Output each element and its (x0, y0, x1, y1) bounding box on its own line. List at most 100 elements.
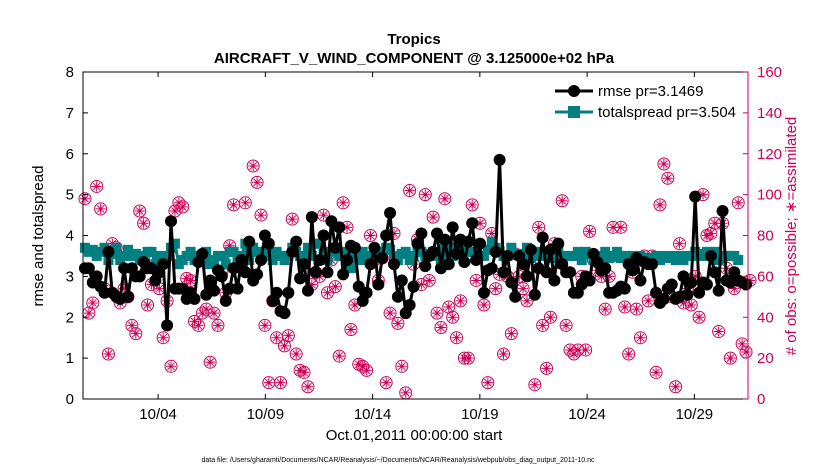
obs-assimilated-marker (396, 361, 407, 372)
rmse-point (90, 270, 103, 283)
obs-possible-marker (285, 212, 299, 226)
obs-possible-marker (238, 196, 252, 210)
rmse-point (321, 266, 334, 279)
obs-assimilated-marker (169, 205, 180, 216)
obs-assimilated-marker (318, 210, 329, 221)
obs-assimilated-marker (424, 275, 435, 286)
obs-possible-marker (418, 188, 432, 202)
rmse-point (360, 286, 373, 299)
rmse-point (395, 274, 408, 287)
obs-assimilated-marker (87, 297, 98, 308)
rmse-point (540, 266, 553, 279)
obs-assimilated-marker (541, 363, 552, 374)
totalspread-point (345, 263, 356, 274)
rmse-point (317, 229, 330, 242)
obs-possible-marker (191, 318, 205, 332)
rmse-point (712, 284, 725, 297)
totalspread-point (267, 255, 278, 266)
x-tick-label: 10/04 (139, 406, 177, 423)
rmse-point (716, 204, 729, 217)
obs-assimilated-marker (345, 324, 356, 335)
obs-assimilated-marker (623, 349, 634, 360)
rmse-point (493, 153, 506, 166)
legend-rmse-marker (568, 85, 580, 97)
obs-possible-marker (86, 296, 100, 310)
obs-assimilated-marker (443, 302, 454, 313)
rmse-point (477, 286, 490, 299)
totalspread-point (111, 242, 122, 253)
rmse-point (548, 274, 561, 287)
obs-assimilated-marker (306, 279, 317, 290)
obs-assimilated-marker (357, 361, 368, 372)
rmse-point (376, 251, 389, 264)
y-tick-label: 4 (66, 228, 74, 245)
rmse-point (517, 258, 530, 271)
totalspread-point (357, 246, 368, 257)
legend-spread-label: totalspread pr=3.504 (598, 104, 736, 121)
obs-possible-marker (125, 318, 139, 332)
obs-assimilated-marker (119, 283, 130, 294)
rmse-point (372, 278, 385, 291)
obs-assimilated-marker (478, 299, 489, 310)
obs-assimilated-marker (338, 197, 349, 208)
rmse-point (474, 237, 487, 250)
obs-possible-marker (712, 325, 726, 339)
obs-assimilated-marker (600, 304, 611, 315)
rmse-point (626, 264, 639, 277)
x-axis-label: Oct.01,2011 00:00:00 start (326, 427, 503, 444)
obs-possible-marker (141, 298, 155, 312)
rmse-point (282, 286, 295, 299)
obs-possible-marker (164, 359, 178, 373)
obs-possible-marker (657, 157, 671, 171)
rmse-point (239, 266, 252, 279)
obs-possible-marker (540, 361, 554, 375)
obs-assimilated-marker (455, 295, 466, 306)
obs-possible-marker (274, 376, 288, 390)
rmse-point (294, 272, 307, 285)
obs-assimilated-marker (365, 230, 376, 241)
rmse-point (740, 278, 753, 291)
rmse-point (693, 286, 706, 299)
rmse-point (208, 284, 221, 297)
obs-assimilated-marker (404, 185, 415, 196)
obs-possible-marker (497, 347, 511, 361)
rmse-point (700, 278, 713, 291)
rmse-point (333, 221, 346, 234)
obs-assimilated-marker (248, 161, 259, 172)
obs-assimilated-marker (252, 177, 263, 188)
rmse-point (646, 258, 659, 271)
obs-possible-marker (254, 208, 268, 222)
rmse-point (215, 270, 228, 283)
rmse-point (364, 258, 377, 271)
obs-assimilated-marker (279, 340, 290, 351)
obs-assimilated-marker (134, 205, 145, 216)
rmse-point (438, 233, 451, 246)
obs-assimilated-marker (635, 332, 646, 343)
rmse-point (497, 266, 510, 279)
obs-assimilated-marker (79, 193, 90, 204)
rmse-point (462, 235, 475, 248)
obs-possible-marker (673, 237, 687, 251)
totalspread-point (353, 255, 364, 266)
rmse-point (133, 270, 146, 283)
rmse-point (286, 245, 299, 258)
obs-possible-marker (559, 318, 573, 332)
obs-assimilated-marker (572, 344, 583, 355)
rmse-point (501, 249, 514, 262)
obs-possible-marker (489, 282, 503, 296)
rmse-point (708, 266, 721, 279)
obs-assimilated-marker (705, 228, 716, 239)
obs-possible-marker (520, 294, 534, 308)
obs-assimilated-marker (428, 212, 439, 223)
obs-possible-marker (332, 349, 346, 363)
y-right-tick-label: 100 (757, 187, 782, 204)
obs-possible-marker (649, 365, 663, 379)
obs-assimilated-marker (353, 359, 364, 370)
chart-subtitle: AIRCRAFT_V_WIND_COMPONENT @ 3.125000e+02… (214, 50, 615, 67)
totalspread-point (162, 250, 173, 261)
obs-possible-marker (364, 229, 378, 242)
obs-assimilated-marker (271, 332, 282, 343)
rmse-point (470, 254, 483, 267)
totalspread-point (306, 250, 317, 261)
obs-possible-marker (301, 380, 315, 394)
